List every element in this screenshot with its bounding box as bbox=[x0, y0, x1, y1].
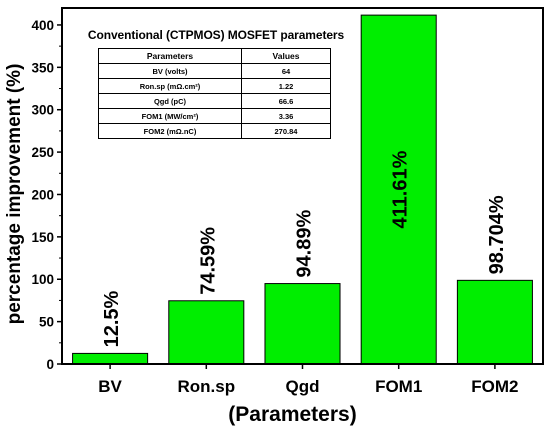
bar-ron-sp bbox=[168, 300, 245, 365]
table-row: FOM1 (MW/cm²) 3.36 bbox=[98, 108, 331, 124]
table-cell-parameter: Qgd (pC) bbox=[98, 93, 242, 109]
table-cell-parameter: FOM2 (mΩ.nC) bbox=[98, 123, 242, 139]
table-cell-parameter: BV (volts) bbox=[98, 63, 242, 79]
data-label: 411.61% bbox=[390, 150, 412, 228]
data-label: 74.59% bbox=[197, 227, 219, 295]
inset-table-title: Conventional (CTPMOS) MOSFET parameters bbox=[87, 28, 345, 42]
x-tick-label: FOM2 bbox=[471, 377, 518, 396]
data-labels: 12.5% 74.59% 94.89% 411.61% 98.704% bbox=[101, 150, 508, 347]
x-tick-label: Qgd bbox=[286, 377, 320, 396]
y-tick-label: 400 bbox=[31, 18, 54, 33]
y-tick-label: 50 bbox=[39, 315, 54, 330]
y-tick-label: 0 bbox=[46, 357, 54, 372]
inset-parameter-table: Conventional (CTPMOS) MOSFET parameters … bbox=[76, 28, 356, 139]
data-label: 94.89% bbox=[294, 210, 316, 278]
x-tick-label: FOM1 bbox=[375, 377, 422, 396]
table-cell-value: 3.36 bbox=[241, 108, 331, 124]
table-cell-parameter: FOM1 (MW/cm²) bbox=[98, 108, 242, 124]
parameters-table: Parameters Values BV (volts) 64 Ron.sp (… bbox=[98, 48, 331, 139]
table-cell-parameter: Ron.sp (mΩ.cm²) bbox=[98, 78, 242, 94]
table-cell-value: 1.22 bbox=[241, 78, 331, 94]
table-cell-value: 64 bbox=[241, 63, 331, 79]
table-cell-value: 66.6 bbox=[241, 93, 331, 109]
table-row: Ron.sp (mΩ.cm²) 1.22 bbox=[98, 78, 331, 94]
data-label: 12.5% bbox=[101, 290, 123, 347]
table-row: Qgd (pC) 66.6 bbox=[98, 93, 331, 109]
table-cell-value: 270.84 bbox=[241, 123, 331, 139]
data-label: 98.704% bbox=[486, 195, 508, 274]
y-tick-label: 350 bbox=[31, 60, 54, 75]
table-row: BV (volts) 64 bbox=[98, 63, 331, 79]
y-tick-label: 300 bbox=[31, 103, 54, 118]
y-axis-title: percentage improvement (%) bbox=[4, 64, 25, 325]
bars bbox=[72, 14, 533, 365]
x-tick-label: BV bbox=[98, 377, 122, 396]
y-tick-label: 250 bbox=[31, 145, 54, 160]
x-axis-ticks: BV Ron.sp Qgd FOM1 FOM2 bbox=[98, 364, 519, 396]
x-tick-label: Ron.sp bbox=[177, 377, 235, 396]
y-axis-ticks: 0 50 100 150 200 250 300 350 400 bbox=[31, 18, 62, 372]
y-tick-label: 100 bbox=[31, 272, 54, 287]
table-row: FOM2 (mΩ.nC) 270.84 bbox=[98, 123, 331, 139]
y-tick-label: 150 bbox=[31, 230, 54, 245]
bar-fom2 bbox=[456, 279, 533, 365]
y-tick-label: 200 bbox=[31, 187, 54, 202]
column-header-values: Values bbox=[241, 48, 331, 64]
column-header-parameters: Parameters bbox=[98, 48, 242, 64]
x-axis-title: (Parameters) bbox=[228, 403, 356, 426]
bar-bv bbox=[72, 352, 149, 365]
table-header-row: Parameters Values bbox=[98, 48, 331, 64]
bar-fom1 bbox=[360, 14, 437, 365]
bar-qgd bbox=[264, 283, 341, 365]
